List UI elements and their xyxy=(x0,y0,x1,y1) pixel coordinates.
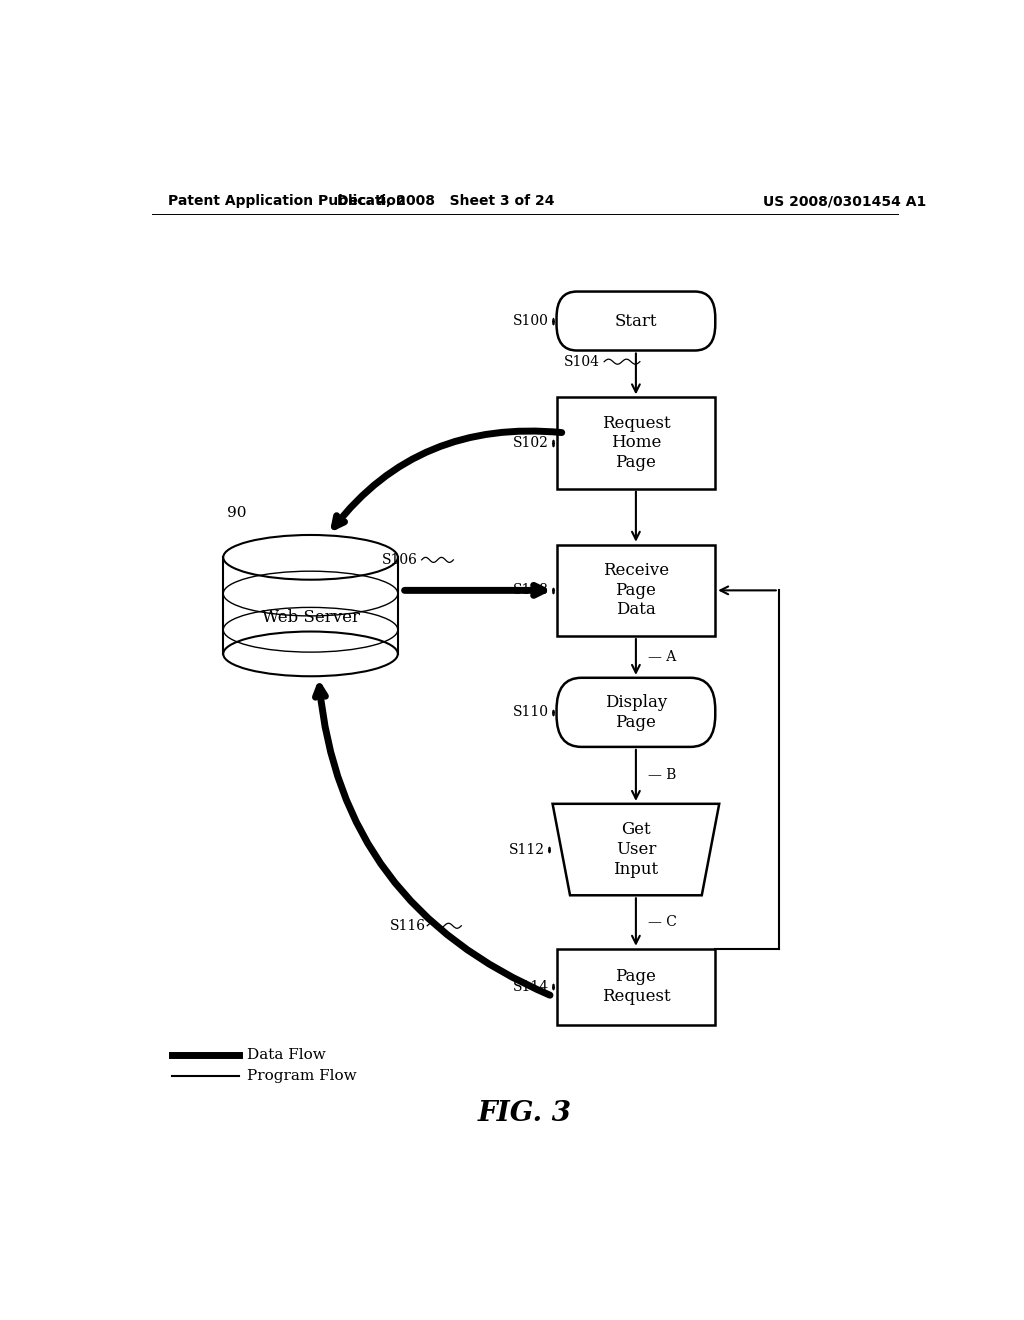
Text: S104: S104 xyxy=(564,355,600,368)
Text: Patent Application Publication: Patent Application Publication xyxy=(168,194,406,209)
Text: S116: S116 xyxy=(389,919,426,933)
Text: Receive
Page
Data: Receive Page Data xyxy=(603,562,669,619)
FancyBboxPatch shape xyxy=(557,677,715,747)
Text: FIG. 3: FIG. 3 xyxy=(478,1101,571,1127)
Text: Page
Request: Page Request xyxy=(601,969,671,1005)
Text: S112: S112 xyxy=(509,842,545,857)
Text: US 2008/0301454 A1: US 2008/0301454 A1 xyxy=(763,194,926,209)
Ellipse shape xyxy=(223,631,398,676)
FancyArrowPatch shape xyxy=(315,686,550,995)
Text: Display
Page: Display Page xyxy=(605,694,667,731)
Text: Start: Start xyxy=(614,313,657,330)
Text: S102: S102 xyxy=(513,436,549,450)
Text: Dec. 4, 2008   Sheet 3 of 24: Dec. 4, 2008 Sheet 3 of 24 xyxy=(337,194,554,209)
Text: S106: S106 xyxy=(382,553,418,566)
FancyBboxPatch shape xyxy=(557,292,715,351)
Ellipse shape xyxy=(223,535,398,579)
Bar xyxy=(557,397,716,488)
Bar xyxy=(557,545,716,636)
Text: S110: S110 xyxy=(513,705,549,719)
Text: — C: — C xyxy=(648,915,677,929)
Bar xyxy=(557,949,716,1024)
Text: S114: S114 xyxy=(512,979,549,994)
Text: Data Flow: Data Flow xyxy=(247,1048,326,1061)
Text: — B: — B xyxy=(648,768,676,783)
Text: Get
User
Input: Get User Input xyxy=(613,821,658,878)
Polygon shape xyxy=(553,804,719,895)
Text: S108: S108 xyxy=(513,583,549,598)
Text: 90: 90 xyxy=(227,506,247,520)
Text: S100: S100 xyxy=(513,314,549,329)
FancyArrowPatch shape xyxy=(404,585,544,595)
Text: — A: — A xyxy=(648,649,676,664)
FancyArrowPatch shape xyxy=(335,432,562,527)
Text: Web Server: Web Server xyxy=(261,610,359,626)
Bar xyxy=(223,557,398,653)
Text: Request
Home
Page: Request Home Page xyxy=(601,414,671,471)
Text: Program Flow: Program Flow xyxy=(247,1069,356,1084)
